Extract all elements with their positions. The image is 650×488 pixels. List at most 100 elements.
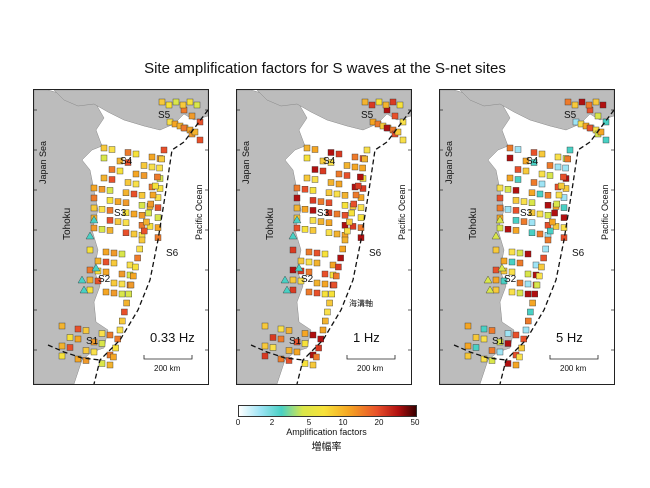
scale-label: 200 km bbox=[154, 364, 181, 373]
station-marker bbox=[357, 214, 365, 221]
station-marker bbox=[524, 270, 532, 278]
station-marker bbox=[504, 225, 512, 233]
volcano-icon bbox=[280, 275, 290, 284]
station-marker bbox=[351, 153, 359, 161]
station-marker bbox=[156, 164, 163, 172]
station-marker bbox=[301, 205, 309, 213]
station-marker bbox=[124, 179, 132, 186]
station-marker bbox=[98, 205, 106, 213]
station-marker bbox=[333, 190, 341, 198]
region-label-s2: S2 bbox=[98, 274, 111, 285]
station-marker bbox=[100, 154, 108, 162]
station-marker bbox=[106, 227, 114, 234]
scale-bar bbox=[143, 355, 193, 360]
volcano-icon bbox=[491, 231, 501, 240]
station-marker bbox=[106, 197, 114, 204]
station-marker bbox=[464, 352, 472, 360]
volcano-icon bbox=[495, 215, 505, 224]
station-marker bbox=[277, 335, 285, 343]
station-marker bbox=[110, 279, 118, 287]
station-marker bbox=[74, 325, 82, 333]
station-marker bbox=[496, 194, 504, 202]
volcano-icon bbox=[282, 285, 292, 294]
station-marker bbox=[98, 360, 106, 367]
station-marker bbox=[327, 159, 335, 166]
station-marker bbox=[504, 185, 512, 193]
station-marker bbox=[293, 338, 301, 346]
station-marker bbox=[66, 334, 74, 341]
station-marker bbox=[528, 209, 536, 217]
region-label-s4: S4 bbox=[120, 156, 133, 167]
station-marker bbox=[564, 155, 572, 163]
scale-label: 200 km bbox=[357, 364, 384, 373]
station-marker bbox=[351, 163, 359, 171]
region-label-s1: S1 bbox=[289, 336, 302, 347]
station-marker bbox=[553, 200, 561, 208]
station-marker bbox=[348, 209, 355, 217]
station-marker bbox=[118, 317, 126, 325]
station-marker bbox=[261, 352, 269, 360]
station-marker bbox=[357, 224, 365, 231]
station-marker bbox=[560, 204, 568, 211]
station-marker bbox=[186, 98, 194, 106]
station-marker bbox=[165, 101, 173, 109]
station-marker bbox=[536, 190, 544, 198]
station-marker bbox=[138, 236, 146, 244]
station-marker bbox=[321, 290, 329, 298]
station-marker bbox=[341, 201, 349, 209]
station-marker bbox=[180, 124, 188, 132]
tohoku-label: Tohoku bbox=[265, 207, 276, 240]
station-marker bbox=[391, 112, 399, 120]
station-marker bbox=[375, 98, 383, 106]
station-marker bbox=[309, 197, 317, 204]
station-marker bbox=[544, 211, 552, 219]
station-marker bbox=[512, 227, 520, 234]
station-marker bbox=[357, 204, 365, 211]
pacific-ocean-label: Pacific Ocean bbox=[600, 184, 610, 240]
station-marker bbox=[530, 159, 538, 166]
station-marker bbox=[94, 277, 102, 285]
station-marker bbox=[535, 272, 543, 280]
map-panel-3: 5 Hz S1 S2 S3 S4 S5 S6 200 km Japan Sea Tohoku Pac… bbox=[439, 89, 615, 385]
station-marker bbox=[599, 101, 607, 109]
station-marker bbox=[86, 286, 94, 294]
station-marker bbox=[313, 259, 321, 267]
station-marker bbox=[359, 164, 366, 172]
station-marker bbox=[116, 326, 124, 334]
colorbar-label: Amplification factors bbox=[286, 427, 367, 437]
station-marker bbox=[311, 176, 319, 183]
station-marker bbox=[496, 204, 504, 212]
station-marker bbox=[560, 224, 568, 231]
station-marker bbox=[110, 259, 118, 267]
station-marker bbox=[504, 205, 512, 213]
station-marker bbox=[311, 166, 319, 173]
station-marker bbox=[544, 191, 552, 199]
station-marker bbox=[500, 277, 508, 285]
station-marker bbox=[538, 170, 546, 178]
frequency-label: 1 Hz bbox=[353, 330, 380, 345]
station-marker bbox=[578, 98, 586, 106]
station-marker bbox=[324, 308, 331, 316]
region-label-s4: S4 bbox=[323, 156, 336, 167]
colorbar-tick: 20 bbox=[374, 418, 384, 427]
station-marker bbox=[130, 190, 138, 198]
station-marker bbox=[134, 254, 141, 262]
region-label-s2: S2 bbox=[301, 274, 314, 285]
station-marker bbox=[140, 162, 148, 169]
station-marker bbox=[506, 174, 514, 182]
volcano-icon bbox=[91, 263, 101, 272]
station-marker bbox=[140, 227, 148, 235]
station-marker bbox=[341, 191, 349, 199]
station-marker bbox=[524, 290, 532, 298]
station-marker bbox=[154, 224, 162, 231]
station-marker bbox=[90, 224, 98, 232]
volcano-icon bbox=[85, 231, 95, 240]
station-marker bbox=[90, 348, 98, 356]
station-marker bbox=[321, 270, 329, 278]
region-label-s5: S5 bbox=[564, 110, 577, 121]
station-marker bbox=[333, 230, 341, 238]
map-panel-2: 1 Hz S1 S2 S3 S4 S5 S6 200 km Japan Sea Tohoku Pac… bbox=[236, 89, 412, 385]
station-marker bbox=[313, 249, 321, 257]
tohoku-label: Tohoku bbox=[62, 207, 73, 240]
station-marker bbox=[102, 258, 110, 266]
